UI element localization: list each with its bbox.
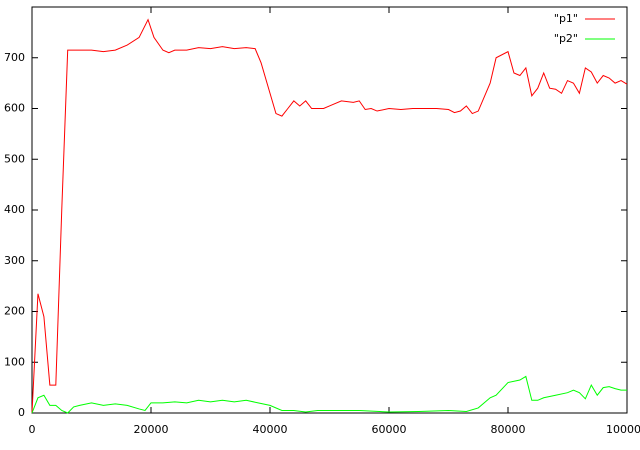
y-tick-label: 700 (4, 51, 25, 64)
x-tick-label: 80000 (491, 423, 526, 436)
legend-label: "p1" (554, 12, 578, 25)
series-line (31, 18, 628, 414)
plot-frame (31, 6, 628, 414)
x-tick-label: 60000 (372, 423, 407, 436)
legend-label: "p2" (554, 32, 578, 45)
series-line (31, 375, 627, 414)
y-tick-label: 0 (18, 406, 25, 419)
y-tick-label: 400 (4, 203, 25, 216)
x-tick-label: 20000 (134, 423, 169, 436)
y-tick-label: 600 (4, 102, 25, 115)
y-tick-label: 300 (4, 254, 25, 267)
x-tick-label: 40000 (253, 423, 288, 436)
x-tick-label: 0 (29, 423, 36, 436)
y-tick-label: 500 (4, 152, 25, 165)
x-tick-label: 100000 (606, 423, 640, 436)
y-tick-label: 200 (4, 305, 25, 318)
y-tick-label: 100 (4, 355, 25, 368)
